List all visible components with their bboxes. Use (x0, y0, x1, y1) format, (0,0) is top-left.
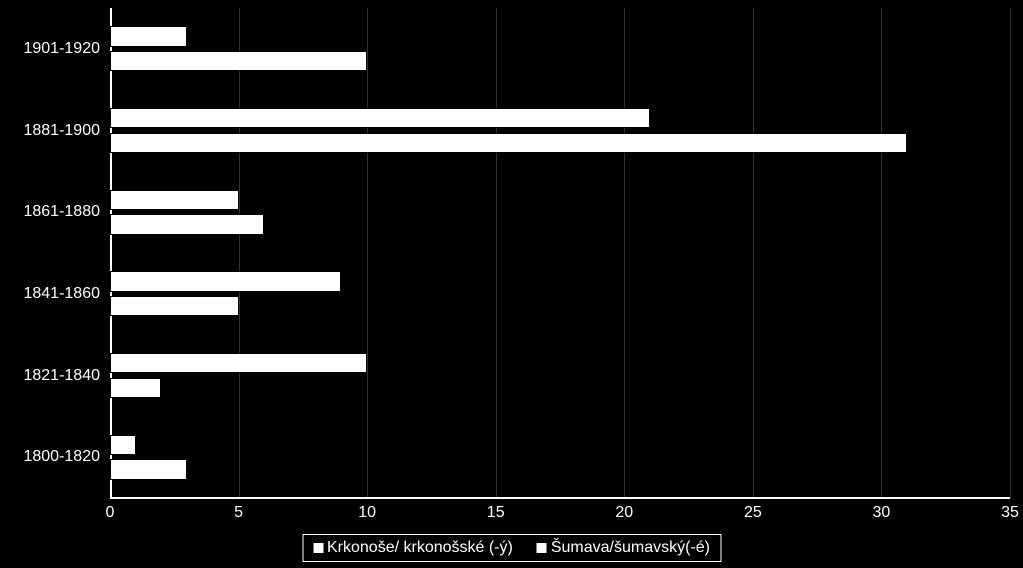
bar-series-1 (110, 378, 161, 398)
gridline (624, 8, 625, 498)
bar-series-1 (110, 459, 187, 479)
bar-series-0 (110, 271, 341, 291)
y-category-label: 1881-1900 (23, 122, 110, 140)
legend-swatch (537, 543, 547, 553)
x-tick-label: 20 (615, 504, 633, 522)
x-tick-label: 25 (744, 504, 762, 522)
legend-label: Šumava/šumavský(-é) (551, 539, 710, 557)
bar-series-0 (110, 435, 136, 455)
gridline (239, 8, 240, 498)
bar-series-0 (110, 353, 367, 373)
x-axis-line (110, 497, 1010, 499)
gridline (881, 8, 882, 498)
y-category-label: 1901-1920 (23, 40, 110, 58)
x-tick-label: 10 (358, 504, 376, 522)
gridline (367, 8, 368, 498)
y-category-label: 1800-1820 (23, 448, 110, 466)
bar-series-1 (110, 51, 367, 71)
bar-series-0 (110, 190, 239, 210)
gridline (1010, 8, 1011, 498)
plot-area: 051015202530351800-18201821-18401841-186… (110, 8, 1010, 498)
legend-label: Krkonoše/ krkonošské (-ý) (327, 539, 513, 557)
x-tick-label: 0 (106, 504, 115, 522)
x-tick-label: 15 (487, 504, 505, 522)
bar-series-1 (110, 133, 907, 153)
x-tick-label: 35 (1001, 504, 1019, 522)
y-category-label: 1821-1840 (23, 367, 110, 385)
legend-item: Krkonoše/ krkonošské (-ý) (313, 539, 513, 557)
bar-series-1 (110, 214, 264, 234)
y-axis-line (110, 8, 112, 498)
y-category-label: 1861-1880 (23, 203, 110, 221)
legend-item: Šumava/šumavský(-é) (537, 539, 710, 557)
gridline (753, 8, 754, 498)
bar-series-0 (110, 26, 187, 46)
legend: Krkonoše/ krkonošské (-ý) Šumava/šumavský… (302, 534, 721, 562)
y-category-label: 1841-1860 (23, 285, 110, 303)
x-tick-label: 30 (873, 504, 891, 522)
bar-series-0 (110, 108, 650, 128)
legend-swatch (313, 543, 323, 553)
gridline (496, 8, 497, 498)
bar-series-1 (110, 296, 239, 316)
chart-container: 0 5 10 15 20 25 30 35 1800-1820 1821-1840 1841-186… (0, 0, 1023, 568)
x-tick-label: 5 (234, 504, 243, 522)
